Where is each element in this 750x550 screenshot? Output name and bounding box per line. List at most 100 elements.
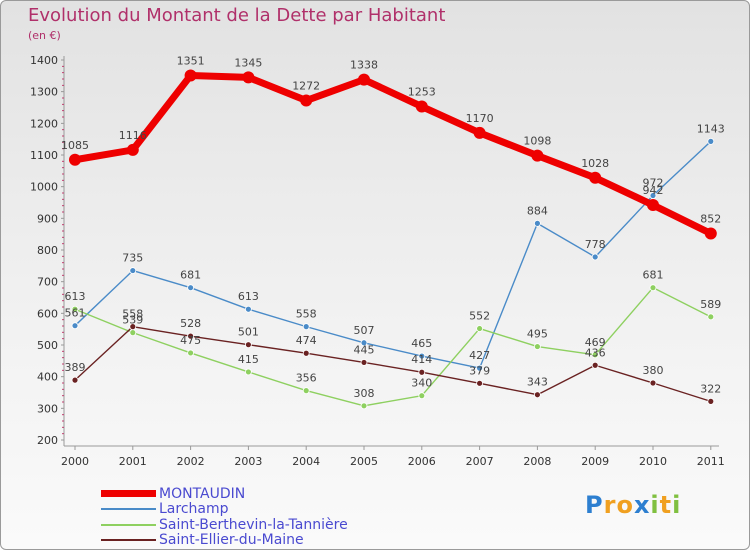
x-tick-label: 2004 xyxy=(292,455,320,468)
data-label: 613 xyxy=(238,290,259,303)
data-point xyxy=(647,199,659,212)
data-point xyxy=(71,376,79,384)
data-point xyxy=(418,368,426,376)
data-label: 1345 xyxy=(234,56,262,69)
legend-label: Larchamp xyxy=(159,501,229,518)
data-label: 1170 xyxy=(466,112,494,125)
legend-swatch xyxy=(101,539,156,542)
data-point xyxy=(476,379,484,387)
data-label: 681 xyxy=(180,269,201,282)
data-label: 340 xyxy=(411,377,432,390)
y-tick-label: 400 xyxy=(37,371,58,384)
data-label: 356 xyxy=(296,372,317,385)
data-point xyxy=(707,397,715,405)
data-point xyxy=(360,359,368,366)
data-label: 558 xyxy=(296,308,317,321)
data-label: 427 xyxy=(469,349,490,362)
unit-label: (en €) xyxy=(28,29,61,42)
data-label: 884 xyxy=(527,204,548,217)
data-label: 415 xyxy=(238,353,259,366)
y-tick-label: 1400 xyxy=(30,54,58,67)
data-label: 681 xyxy=(643,269,664,282)
data-point xyxy=(126,143,139,156)
legend-label: MONTAUDIN xyxy=(159,485,246,502)
data-point xyxy=(415,100,428,113)
legend-item: MONTAUDIN xyxy=(101,486,348,502)
data-label: 495 xyxy=(527,328,548,341)
chart-title: Evolution du Montant de la Dette par Hab… xyxy=(28,5,446,26)
data-label: 322 xyxy=(700,382,721,395)
data-label: 558 xyxy=(122,308,143,321)
data-label: 1253 xyxy=(408,86,436,99)
series-line-saint-berthevin-la-tanni-re xyxy=(74,286,712,407)
y-tick-label: 600 xyxy=(37,307,58,320)
data-point xyxy=(129,323,137,331)
x-tick-label: 2009 xyxy=(581,455,609,468)
x-tick-label: 2001 xyxy=(119,455,147,468)
data-point xyxy=(591,361,599,369)
legend-swatch xyxy=(101,508,156,511)
data-label: 972 xyxy=(643,177,664,190)
data-point xyxy=(591,253,599,261)
data-point xyxy=(360,339,368,347)
data-point xyxy=(649,379,657,387)
y-tick-label: 200 xyxy=(37,434,58,447)
legend-item: Larchamp xyxy=(101,501,348,518)
y-tick-label: 900 xyxy=(37,212,58,225)
data-point xyxy=(589,171,602,184)
logo-letter: o xyxy=(616,491,634,519)
data-point xyxy=(358,73,370,86)
data-label: 343 xyxy=(527,376,548,389)
data-point xyxy=(476,364,484,372)
data-point xyxy=(71,305,79,313)
series-line-montaudin xyxy=(71,72,715,238)
data-point xyxy=(476,325,484,332)
data-label: 528 xyxy=(180,317,201,330)
data-point xyxy=(302,387,310,395)
data-label: 436 xyxy=(585,346,606,359)
proxiti-logo: Proxiti xyxy=(585,491,681,519)
x-tick-label: 2003 xyxy=(234,455,262,468)
data-point xyxy=(704,227,717,240)
data-label: 1272 xyxy=(292,80,320,93)
data-point xyxy=(71,322,79,330)
data-label: 474 xyxy=(296,334,317,347)
data-label: 561 xyxy=(65,307,86,320)
series-line-larchamp xyxy=(74,140,712,369)
data-label: 552 xyxy=(469,310,490,323)
data-label: 1085 xyxy=(61,139,89,152)
data-point xyxy=(187,284,195,292)
data-label: 852 xyxy=(700,213,721,226)
data-label: 414 xyxy=(411,353,432,366)
x-tick-label: 2000 xyxy=(61,455,89,468)
data-label: 507 xyxy=(354,324,375,337)
data-label: 465 xyxy=(411,337,432,350)
legend-label: Saint-Ellier-du-Maine xyxy=(159,532,304,549)
data-point xyxy=(534,391,541,399)
data-label: 469 xyxy=(585,336,606,349)
data-point xyxy=(473,126,486,139)
x-tick-label: 2011 xyxy=(697,455,725,468)
data-point xyxy=(534,343,541,350)
legend-item: Saint-Berthevin-la-Tannière xyxy=(101,517,348,533)
x-tick-label: 2007 xyxy=(466,455,494,468)
data-point xyxy=(244,368,252,376)
data-point xyxy=(302,349,310,357)
data-label: 475 xyxy=(180,334,201,347)
data-label: 308 xyxy=(354,387,375,400)
legend-label: Saint-Berthevin-la-Tannière xyxy=(159,516,348,533)
data-label: 501 xyxy=(238,326,259,339)
data-point xyxy=(707,313,715,321)
logo-letter: i xyxy=(650,491,660,519)
data-point xyxy=(534,219,541,227)
y-tick-label: 300 xyxy=(37,402,58,415)
data-point xyxy=(649,192,657,199)
data-label: 1098 xyxy=(523,135,551,148)
data-label: 778 xyxy=(585,238,606,251)
data-point xyxy=(69,153,81,166)
data-label: 380 xyxy=(643,364,664,377)
data-point xyxy=(244,341,252,349)
legend-swatch xyxy=(101,523,156,526)
